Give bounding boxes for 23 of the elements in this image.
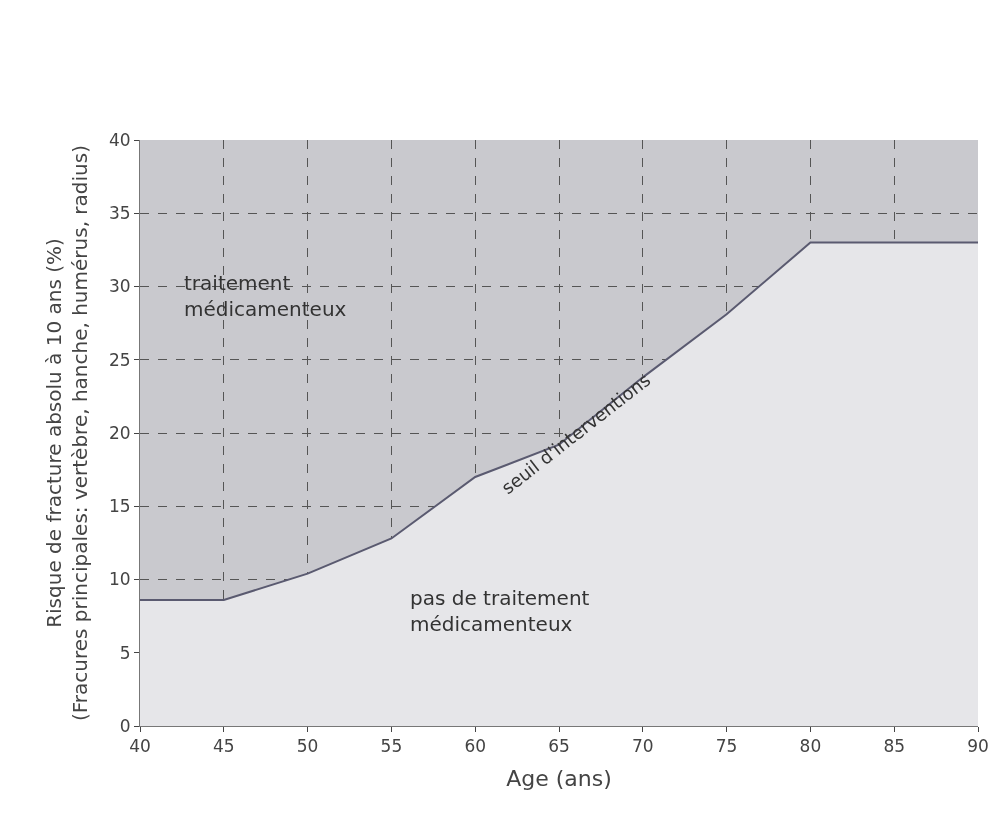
y-tick-label: 0: [119, 715, 131, 736]
y-tick-label: 5: [119, 642, 131, 663]
x-tick-label: 80: [799, 736, 822, 757]
x-tick-label: 45: [212, 736, 235, 757]
y-tick-label: 15: [108, 496, 131, 517]
y-axis-title: Risque de fracture absolu à 10 ans (%) (Fracures principales: vertèbre, hanche, humérus, radius): [42, 144, 93, 722]
y-tick-label: 25: [108, 349, 131, 370]
x-tick-label: 90: [967, 736, 989, 757]
x-tick-label: 55: [380, 736, 403, 757]
y-tick-label: 40: [108, 129, 131, 150]
y-tick-label: 20: [108, 422, 131, 443]
x-tick-label: 70: [631, 736, 654, 757]
annotation: pas de traitement médicamenteux: [410, 586, 590, 636]
x-tick-label: 75: [715, 736, 738, 757]
y-tick-label: 30: [108, 276, 131, 297]
annotation: traitement médicamenteux: [184, 271, 347, 321]
x-tick-label: 65: [548, 736, 570, 757]
x-axis-title: Age (ans): [506, 766, 612, 792]
x-tick-label: 60: [464, 736, 487, 757]
y-tick-label: 10: [108, 569, 131, 590]
x-tick-label: 50: [296, 736, 319, 757]
y-tick-label: 35: [108, 203, 131, 224]
x-tick-label: 85: [883, 736, 906, 757]
